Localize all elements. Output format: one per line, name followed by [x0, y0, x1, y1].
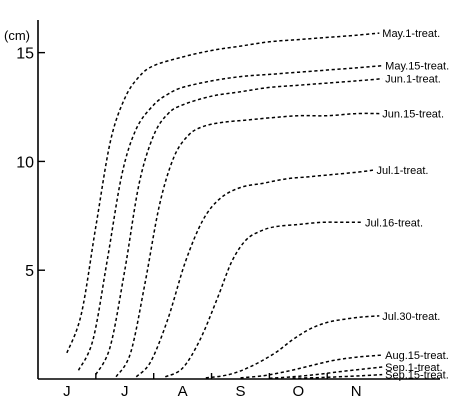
x-tick-label: J	[121, 383, 129, 399]
x-tick-label: O	[292, 383, 304, 399]
y-tick-label: 10	[16, 154, 34, 171]
x-tick-label: A	[178, 383, 188, 399]
x-tick-label: N	[351, 383, 362, 399]
series-label: Jul.1-treat.	[377, 165, 429, 177]
series-label: Sep.1-treat.	[385, 362, 442, 374]
axes	[37, 20, 440, 380]
series-line	[292, 373, 383, 380]
series-line	[115, 112, 380, 378]
y-tick-label: 5	[25, 263, 34, 280]
series-line	[66, 32, 380, 354]
series-label: Jun.1-treat.	[385, 74, 441, 86]
series-line	[240, 354, 383, 379]
series-line	[135, 169, 374, 378]
y-axis-unit-label: (cm)	[4, 28, 30, 43]
series-line	[95, 77, 383, 375]
series-line	[77, 64, 383, 371]
x-tick-label: S	[235, 383, 245, 399]
series-label: Jun.15-treat.	[382, 109, 444, 121]
series-label: Sep.15-treat.	[385, 370, 449, 382]
series-group: May.1-treat. May.15-treat.Jun.1-treat. Jun…	[66, 28, 449, 382]
series-label: May.15-treat.	[385, 61, 449, 73]
series-line	[164, 221, 362, 378]
series-label: Jul.30-treat.	[382, 311, 440, 323]
series-line	[205, 315, 380, 379]
series-label: Jul.16-treat.	[365, 217, 423, 229]
series-label: May.1-treat.	[382, 28, 440, 40]
series-line	[269, 366, 383, 380]
x-tick-label: J	[63, 383, 71, 399]
ticks: 5 10 15 J J A S O N	[16, 46, 361, 399]
series-label: Aug.15-treat.	[385, 350, 449, 362]
y-tick-label: 15	[16, 46, 34, 63]
